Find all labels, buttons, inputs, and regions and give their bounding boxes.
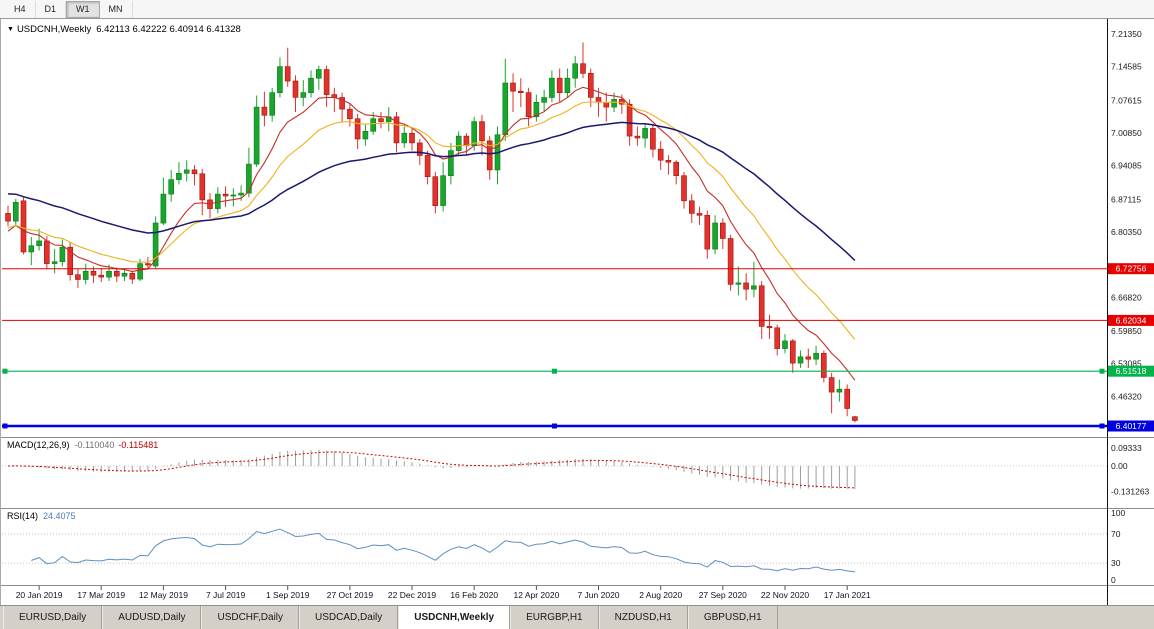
chart-tabbar: EURUSD,Daily AUDUSD,Daily USDCHF,Daily U… — [0, 605, 1154, 629]
svg-text:12 Apr 2020: 12 Apr 2020 — [513, 590, 559, 600]
chart-ohlc-values: 6.42113 6.42222 6.40914 6.41328 — [96, 24, 241, 35]
svg-text:20 Jan 2019: 20 Jan 2019 — [16, 590, 63, 600]
svg-text:7.07615: 7.07615 — [1111, 95, 1142, 105]
svg-text:6.59850: 6.59850 — [1111, 326, 1142, 336]
svg-text:7 Jul 2019: 7 Jul 2019 — [206, 590, 245, 600]
price-axis: 7.21350 7.14585 7.07615 7.00850 6.94085 6.871… — [1108, 29, 1154, 432]
svg-text:6.46320: 6.46320 — [1111, 391, 1142, 401]
svg-text:70: 70 — [1111, 529, 1121, 539]
svg-text:30: 30 — [1111, 558, 1121, 568]
svg-text:7.00850: 7.00850 — [1111, 128, 1142, 138]
chart-marker-icon: ▼ — [7, 26, 14, 33]
svg-text:17 Jan 2021: 17 Jan 2021 — [824, 590, 871, 600]
svg-text:0.09333: 0.09333 — [1111, 443, 1142, 453]
timeframe-button-w1[interactable]: W1 — [66, 0, 100, 18]
tab-usdcad-daily[interactable]: USDCAD,Daily — [299, 606, 399, 629]
hline-support-green[interactable] — [2, 368, 1107, 374]
svg-text:27 Oct 2019: 27 Oct 2019 — [327, 590, 374, 600]
tab-gbpusd-h1[interactable]: GBPUSD,H1 — [687, 606, 778, 629]
ma-line-slow-navy — [7, 121, 856, 261]
macd-name: MACD(12,26,9) — [7, 440, 70, 450]
svg-text:6.87115: 6.87115 — [1111, 194, 1141, 204]
hline-support-blue[interactable] — [2, 423, 1107, 429]
svg-text:6.72756: 6.72756 — [1116, 264, 1147, 274]
svg-text:6.80350: 6.80350 — [1111, 227, 1142, 237]
tab-usdcnh-weekly[interactable]: USDCNH,Weekly — [398, 606, 511, 629]
svg-text:6.51518: 6.51518 — [1116, 366, 1147, 376]
timeframe-toolbar: H4 D1 W1 MN — [0, 0, 1154, 19]
chart-background — [0, 19, 1154, 605]
svg-text:7.14585: 7.14585 — [1111, 62, 1142, 72]
timeframe-button-d1[interactable]: D1 — [36, 0, 67, 18]
timeframe-button-h4[interactable]: H4 — [5, 0, 36, 18]
svg-text:100: 100 — [1111, 508, 1125, 518]
svg-text:1 Sep 2019: 1 Sep 2019 — [266, 590, 310, 600]
macd-main-value: -0.110040 — [74, 440, 115, 450]
svg-text:6.40177: 6.40177 — [1116, 421, 1147, 431]
svg-text:22 Nov 2020: 22 Nov 2020 — [761, 590, 809, 600]
timeframe-button-mn[interactable]: MN — [100, 0, 133, 18]
svg-text:12 May 2019: 12 May 2019 — [139, 590, 188, 600]
rsi-panel: 100 70 30 0 — [2, 508, 1125, 585]
svg-text:6.66820: 6.66820 — [1111, 292, 1142, 302]
svg-text:17 Mar 2019: 17 Mar 2019 — [77, 590, 125, 600]
macd-indicator-label: MACD(12,26,9) -0.110040 -0.115481 — [7, 440, 158, 450]
svg-text:0: 0 — [1111, 575, 1116, 585]
rsi-value: 24.4075 — [43, 511, 76, 521]
svg-text:6.53085: 6.53085 — [1111, 359, 1142, 369]
svg-text:27 Sep 2020: 27 Sep 2020 — [699, 590, 747, 600]
tab-audusd-daily[interactable]: AUDUSD,Daily — [102, 606, 202, 629]
rsi-name: RSI(14) — [7, 511, 39, 521]
chart-symbol-label: USDCNH,Weekly — [16, 24, 92, 35]
tab-usdchf-daily[interactable]: USDCHF,Daily — [201, 606, 300, 629]
svg-text:-0.131263: -0.131263 — [1111, 486, 1150, 496]
svg-text:6.94085: 6.94085 — [1111, 161, 1142, 171]
chart-title: ▼ USDCNH,Weekly 6.42113 6.42222 6.40914 6.… — [7, 24, 241, 35]
svg-text:16 Feb 2020: 16 Feb 2020 — [450, 590, 498, 600]
macd-signal-value: -0.115481 — [118, 440, 159, 450]
svg-text:22 Dec 2019: 22 Dec 2019 — [388, 590, 436, 600]
ma-line-fast-red — [7, 86, 856, 381]
svg-text:6.62034: 6.62034 — [1116, 315, 1147, 325]
macd-panel: 0.09333 0.00 -0.131263 — [2, 443, 1150, 496]
tab-eurusd-daily[interactable]: EURUSD,Daily — [3, 606, 103, 629]
ma-line-medium-gold — [7, 101, 856, 340]
panel-frame — [0, 19, 1154, 605]
svg-text:7 Jun 2020: 7 Jun 2020 — [577, 590, 619, 600]
rsi-indicator-label: RSI(14) 24.4075 — [7, 511, 76, 521]
svg-text:7.21350: 7.21350 — [1111, 29, 1142, 39]
date-axis: 20 Jan 2019 17 Mar 2019 12 May 2019 7 Jul 2… — [16, 585, 871, 600]
svg-text:0.00: 0.00 — [1111, 461, 1128, 471]
chart-canvas[interactable]: 7.21350 7.14585 7.07615 7.00850 6.94085 6.871… — [0, 19, 1154, 605]
tab-nzdusd-h1[interactable]: NZDUSD,H1 — [598, 606, 688, 629]
chart-area: 7.21350 7.14585 7.07615 7.00850 6.94085 6.871… — [0, 19, 1154, 605]
tab-eurgbp-h1[interactable]: EURGBP,H1 — [510, 606, 599, 629]
svg-text:2 Aug 2020: 2 Aug 2020 — [639, 590, 682, 600]
